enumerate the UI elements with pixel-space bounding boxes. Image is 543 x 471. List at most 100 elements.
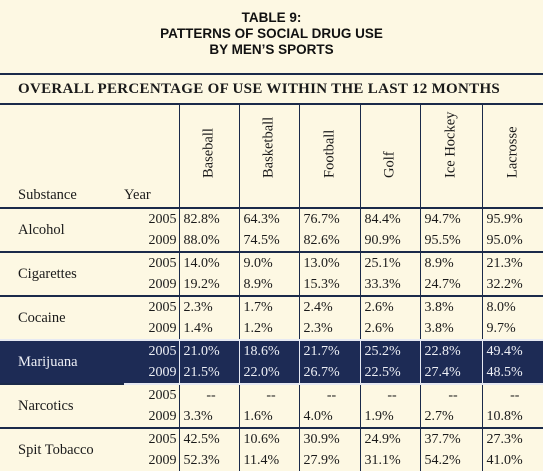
value-cell: 19.2% <box>178 274 239 296</box>
substance-label: Marijuana <box>0 339 124 384</box>
value-cell: 10.6% <box>238 427 299 450</box>
value-cell: 95.0% <box>481 230 543 252</box>
value-cell: 24.9% <box>359 427 420 450</box>
value-cell: 24.7% <box>419 274 482 296</box>
value-cell: 13.0% <box>298 251 360 274</box>
value-cell: 49.4% <box>481 339 543 362</box>
year-cell: 2005 <box>124 339 179 362</box>
sport-header-football: Football <box>298 105 360 208</box>
value-cell: 64.3% <box>238 207 299 230</box>
value-cell: 2.4% <box>298 295 360 318</box>
table-row: 2009 21.5% 22.0% 26.7% 22.5% 27.4% 48.5% <box>0 362 543 385</box>
sport-header-baseball: Baseball <box>178 105 239 208</box>
value-cell: 9.0% <box>238 251 299 274</box>
value-cell: 22.5% <box>359 362 420 385</box>
substance-label: Cigarettes <box>0 251 124 296</box>
value-cell: -- <box>419 383 482 406</box>
table-row: 2009 3.3% 1.6% 4.0% 1.9% 2.7% 10.8% <box>0 406 543 428</box>
substance-label: Spit Tobacco <box>0 427 124 471</box>
title-line-3: BY MEN’S SPORTS <box>209 42 334 57</box>
value-cell: 42.5% <box>178 427 239 450</box>
value-cell: 25.2% <box>359 339 420 362</box>
value-cell: 4.0% <box>298 406 360 428</box>
value-cell: -- <box>481 383 543 406</box>
value-cell: 8.9% <box>238 274 299 296</box>
value-cell: 18.6% <box>238 339 299 362</box>
value-cell: 41.0% <box>481 450 543 471</box>
table-row: Alcohol 2005 82.8% 64.3% 76.7% 84.4% 94.7% 95.9… <box>0 207 543 252</box>
table-row: Cocaine 2005 2.3% 1.7% 2.4% 2.6% 3.8% 8.0% <box>0 295 543 340</box>
year-cell: 2009 <box>148 232 177 248</box>
value-cell: 3.8% <box>419 295 482 318</box>
value-cell: 2.3% <box>298 318 360 340</box>
year-header: Year <box>124 187 151 203</box>
sport-header-ice-hockey: Ice Hockey <box>419 105 482 208</box>
table-title: TABLE 9: PATTERNS OF SOCIAL DRUG USE BY … <box>0 10 543 58</box>
year-cell: 2009 <box>148 276 177 292</box>
year-cell: 2009 <box>148 408 177 424</box>
value-cell: 76.7% <box>298 207 360 230</box>
substance-label: Alcohol <box>0 207 124 252</box>
value-cell: 27.3% <box>481 427 543 450</box>
value-cell: 31.1% <box>359 450 420 471</box>
table-row: 2009 1.4% 1.2% 2.3% 2.6% 3.8% 9.7% <box>0 318 543 340</box>
value-cell: 82.8% <box>178 207 239 230</box>
value-cell: 82.6% <box>298 230 360 252</box>
value-cell: 15.3% <box>298 274 360 296</box>
value-cell: 37.7% <box>419 427 482 450</box>
table-row: Cigarettes 2005 14.0% 9.0% 13.0% 25.1% 8.9% 21.… <box>0 251 543 296</box>
year-cell: 2005 <box>124 295 179 318</box>
value-cell: 11.4% <box>238 450 299 471</box>
value-cell: 21.3% <box>481 251 543 274</box>
value-cell: -- <box>178 383 239 406</box>
title-line-2: PATTERNS OF SOCIAL DRUG USE <box>160 26 383 41</box>
value-cell: 48.5% <box>481 362 543 385</box>
value-cell: 74.5% <box>238 230 299 252</box>
drug-use-table: Substance Year Baseball Basketball Footb… <box>0 105 543 471</box>
year-cell: 2009 <box>124 362 179 385</box>
value-cell: 90.9% <box>359 230 420 252</box>
value-cell: 2.7% <box>419 406 482 428</box>
value-cell: 9.7% <box>481 318 543 340</box>
value-cell: 33.3% <box>359 274 420 296</box>
table-subtitle: OVERALL PERCENTAGE OF USE WITHIN THE LAS… <box>0 73 543 105</box>
value-cell: 3.8% <box>419 318 482 340</box>
value-cell: 14.0% <box>178 251 239 274</box>
value-cell: 21.7% <box>298 339 360 362</box>
sport-header-golf: Golf <box>359 105 420 208</box>
value-cell: 54.2% <box>419 450 482 471</box>
value-cell: 21.5% <box>178 362 239 385</box>
value-cell: 8.9% <box>419 251 482 274</box>
year-cell: 2005 <box>124 251 179 274</box>
substance-label: Cocaine <box>0 295 124 340</box>
table-row: Spit Tobacco 2005 42.5% 10.6% 30.9% 24.9% 37.7… <box>0 427 543 471</box>
value-cell: -- <box>238 383 299 406</box>
value-cell: 1.7% <box>238 295 299 318</box>
value-cell: 88.0% <box>178 230 239 252</box>
header-row: Substance Year Baseball Basketball Footb… <box>0 105 543 208</box>
year-cell: 2005 <box>124 207 179 230</box>
table-row: Marijuana 2005 21.0% 18.6% 21.7% 25.2% 22.8% 49… <box>0 339 543 384</box>
year-cell: 2005 <box>124 383 179 406</box>
substance-label: Narcotics <box>0 383 124 428</box>
sport-header-basketball: Basketball <box>238 105 299 208</box>
year-cell: 2009 <box>148 452 177 468</box>
value-cell: 8.0% <box>481 295 543 318</box>
value-cell: 52.3% <box>178 450 239 471</box>
value-cell: 25.1% <box>359 251 420 274</box>
value-cell: 1.4% <box>178 318 239 340</box>
table-row: Narcotics 2005 -- -- -- -- -- -- <box>0 383 543 428</box>
value-cell: 2.3% <box>178 295 239 318</box>
value-cell: -- <box>298 383 360 406</box>
value-cell: 94.7% <box>419 207 482 230</box>
title-line-1: TABLE 9: <box>241 10 302 25</box>
value-cell: 22.8% <box>419 339 482 362</box>
table-row: 2009 19.2% 8.9% 15.3% 33.3% 24.7% 32.2% <box>0 274 543 296</box>
value-cell: 26.7% <box>298 362 360 385</box>
value-cell: 30.9% <box>298 427 360 450</box>
value-cell: 84.4% <box>359 207 420 230</box>
value-cell: 10.8% <box>481 406 543 428</box>
value-cell: 2.6% <box>359 295 420 318</box>
value-cell: 3.3% <box>178 406 239 428</box>
year-cell: 2009 <box>148 320 177 336</box>
